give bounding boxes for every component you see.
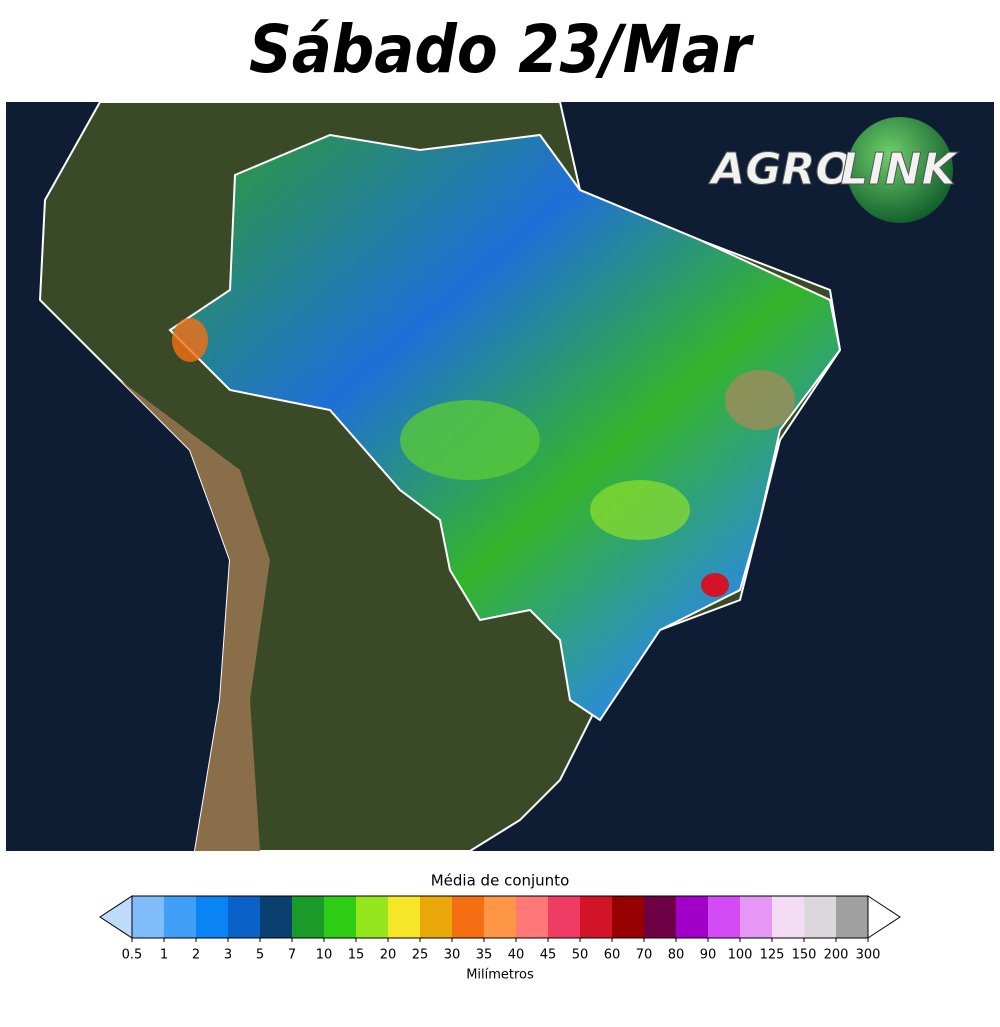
colorbar-tick-label: 300 bbox=[856, 948, 881, 963]
logo-text: LINK bbox=[840, 144, 958, 195]
colorbar-box bbox=[740, 896, 773, 938]
colorbar-box bbox=[772, 896, 805, 938]
colorbar-tick-label: 0.5 bbox=[122, 948, 143, 963]
colorbar-box bbox=[420, 896, 453, 938]
colorbar-tick-label: 35 bbox=[476, 948, 493, 963]
colorbar-box bbox=[708, 896, 741, 938]
colorbar-box bbox=[612, 896, 645, 938]
colorbar-unit: Milímetros bbox=[466, 968, 534, 983]
colorbar-box bbox=[836, 896, 869, 938]
colorbar-tick-label: 30 bbox=[444, 948, 461, 963]
colorbar-under bbox=[99, 895, 133, 939]
colorbar-box bbox=[516, 896, 549, 938]
colorbar-tick-label: 70 bbox=[636, 948, 653, 963]
colorbar-tick-label: 50 bbox=[572, 948, 589, 963]
colorbar-box bbox=[292, 896, 325, 938]
colorbar-tick-label: 90 bbox=[700, 948, 717, 963]
colorbar-tick-label: 3 bbox=[224, 948, 232, 963]
colorbar-tick-label: 150 bbox=[792, 948, 817, 963]
colorbar-over bbox=[867, 895, 901, 939]
colorbar-tick-label: 10 bbox=[316, 948, 333, 963]
colorbar-tick-label: 200 bbox=[824, 948, 849, 963]
colorbar-box bbox=[324, 896, 357, 938]
colorbar-box bbox=[580, 896, 613, 938]
colorbar-tick-label: 80 bbox=[668, 948, 685, 963]
colorbar-tick-label: 40 bbox=[508, 948, 525, 963]
map: AGRO LINK bbox=[6, 101, 994, 852]
colorbar-box bbox=[484, 896, 517, 938]
colorbar-tick-label: 125 bbox=[760, 948, 785, 963]
colorbar-box bbox=[132, 896, 165, 938]
colorbar-tick-label: 15 bbox=[348, 948, 365, 963]
title: Sábado 23/Mar bbox=[249, 11, 755, 88]
colorbar-tick-label: 7 bbox=[288, 948, 296, 963]
colorbar-box bbox=[452, 896, 485, 938]
logo-text: AGRO bbox=[708, 144, 852, 195]
colorbar-tick-label: 100 bbox=[728, 948, 753, 963]
colorbar-tick-label: 20 bbox=[380, 948, 397, 963]
colorbar-tick-label: 2 bbox=[192, 948, 200, 963]
colorbar-tick-label: 60 bbox=[604, 948, 621, 963]
colorbar-box bbox=[260, 896, 293, 938]
colorbar-label: Média de conjunto bbox=[431, 872, 570, 890]
colorbar-tick-label: 1 bbox=[160, 948, 168, 963]
colorbar-tick-label: 25 bbox=[412, 948, 429, 963]
colorbar-tick-label: 45 bbox=[540, 948, 557, 963]
colorbar-box bbox=[804, 896, 837, 938]
colorbar-box bbox=[164, 896, 197, 938]
colorbar-tick-label: 5 bbox=[256, 948, 264, 963]
colorbar-box bbox=[388, 896, 421, 938]
colorbar-box bbox=[196, 896, 229, 938]
colorbar-box bbox=[548, 896, 581, 938]
colorbar-box bbox=[356, 896, 389, 938]
colorbar-box bbox=[644, 896, 677, 938]
colorbar-box bbox=[676, 896, 709, 938]
colorbar-box bbox=[228, 896, 261, 938]
colorbar-frame bbox=[131, 895, 869, 939]
